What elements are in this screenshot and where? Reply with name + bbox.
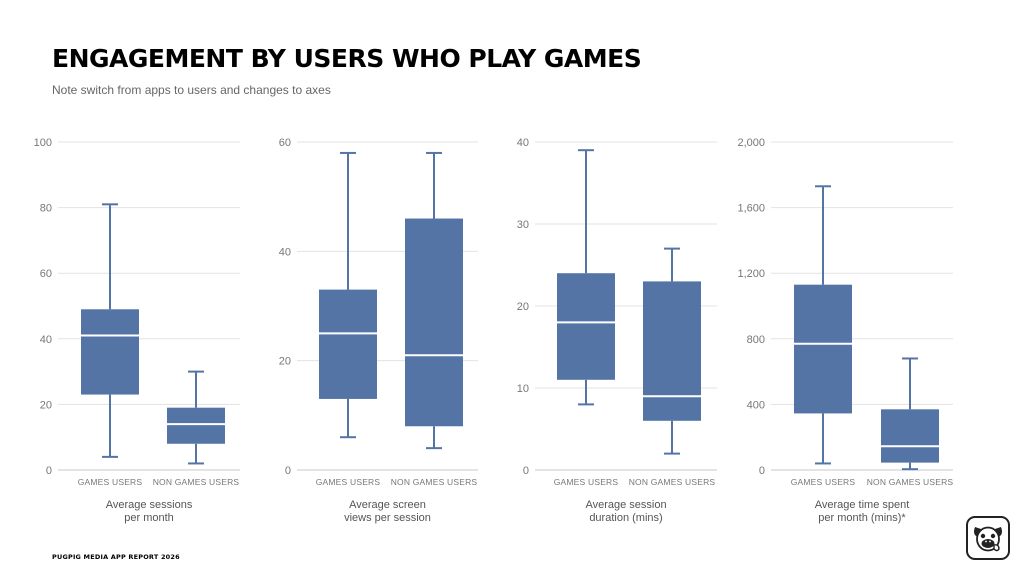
chart-caption: per month (mins)* <box>818 512 906 524</box>
category-label: GAMES USERS <box>791 477 856 487</box>
box-iqr <box>881 409 939 463</box>
y-tick-label: 30 <box>517 219 529 231</box>
category-label: NON GAMES USERS <box>867 477 954 487</box>
y-tick-label: 400 <box>747 399 765 411</box>
chart-caption: Average sessions <box>106 499 193 511</box>
pug-icon <box>966 516 1010 560</box>
category-label: GAMES USERS <box>78 477 143 487</box>
report-footer: PUGPIG MEDIA APP REPORT 2026 <box>52 553 180 561</box>
y-tick-label: 60 <box>279 137 291 149</box>
chart-caption: per month <box>124 512 174 524</box>
page-subtitle: Note switch from apps to users and chang… <box>52 83 331 97</box>
y-tick-label: 100 <box>34 137 52 149</box>
chart-caption: Average time spent <box>815 499 910 511</box>
y-tick-label: 0 <box>523 465 529 477</box>
category-label: GAMES USERS <box>316 477 381 487</box>
category-label: GAMES USERS <box>554 477 619 487</box>
y-tick-label: 1,600 <box>737 203 765 215</box>
page-title: ENGAGEMENT BY USERS WHO PLAY GAMES <box>52 44 642 73</box>
category-label: NON GAMES USERS <box>153 477 240 487</box>
box-iqr <box>319 289 377 399</box>
category-label: NON GAMES USERS <box>391 477 478 487</box>
box-iqr <box>167 407 225 444</box>
y-tick-label: 20 <box>517 301 529 313</box>
box-iqr <box>557 273 615 380</box>
y-tick-label: 2,000 <box>737 137 765 149</box>
y-tick-label: 80 <box>40 203 52 215</box>
chart-caption: views per session <box>344 512 431 524</box>
chart-caption: duration (mins) <box>589 512 662 524</box>
chart-caption: Average screen <box>349 499 426 511</box>
y-tick-label: 40 <box>279 246 291 258</box>
box-iqr <box>405 218 463 427</box>
box-iqr <box>794 284 852 414</box>
box-iqr <box>81 309 139 395</box>
chart-caption: Average session <box>585 499 666 511</box>
y-tick-label: 20 <box>40 399 52 411</box>
y-tick-label: 20 <box>279 356 291 368</box>
y-tick-label: 40 <box>517 137 529 149</box>
y-tick-label: 40 <box>40 334 52 346</box>
y-tick-label: 0 <box>759 465 765 477</box>
y-tick-label: 0 <box>46 465 52 477</box>
box-iqr <box>643 281 701 421</box>
y-tick-label: 800 <box>747 334 765 346</box>
y-tick-label: 10 <box>517 383 529 395</box>
y-tick-label: 1,200 <box>737 268 765 280</box>
category-label: NON GAMES USERS <box>629 477 716 487</box>
y-tick-label: 0 <box>285 465 291 477</box>
y-tick-label: 60 <box>40 268 52 280</box>
